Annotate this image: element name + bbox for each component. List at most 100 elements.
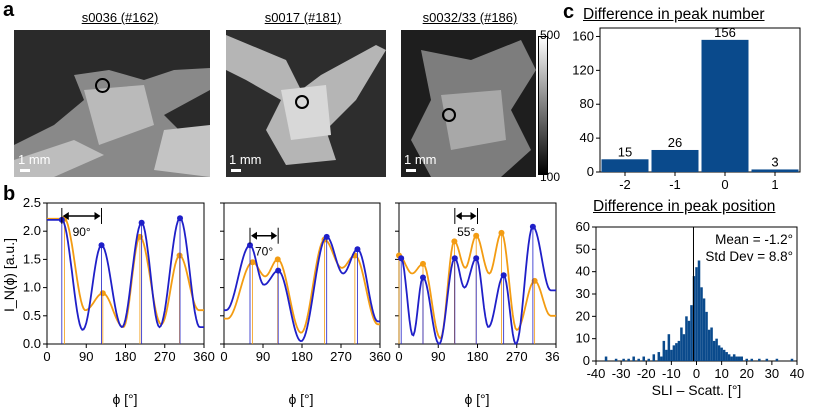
microscopy-image-1: 1 mm (14, 30, 210, 177)
histogram-bar (717, 345, 721, 361)
histogram-bar (727, 354, 731, 361)
y-tick-label: 60 (576, 219, 590, 234)
orange-peak-marker (473, 232, 480, 239)
histogram-bar (750, 358, 754, 361)
histogram-bar (758, 358, 761, 361)
histogram-bar (682, 334, 686, 361)
x-tick-label: 30 (765, 366, 779, 381)
histogram-bar (647, 358, 651, 361)
scale-label-2: 1 mm (229, 152, 262, 167)
histogram-bar (622, 358, 625, 361)
x-tick-label: 10 (714, 366, 728, 381)
image-title-3: s0032/33 (#186) (422, 10, 518, 25)
histogram-bar (705, 311, 708, 361)
histogram-bar (604, 356, 608, 361)
panel-letter-b: b (3, 183, 16, 205)
orange-peak-marker (176, 252, 183, 259)
y-tick-label: 1.5 (23, 251, 41, 266)
y-tick-label: 2.0 (23, 223, 41, 238)
x-tick-label: 0 (693, 366, 700, 381)
y-tick-label: 120 (572, 62, 594, 77)
angle-label: 55° (457, 225, 475, 239)
arrow-head-right (470, 211, 477, 220)
blue-peak-marker (419, 274, 426, 281)
x-tick-label: 360 (545, 349, 560, 364)
y-tick-label: 40 (580, 130, 594, 145)
x-tick-label: 360 (193, 349, 215, 364)
peak-number-chart: 0 40 80 120 160 -2 15 -1 26 0 156 1 3 (572, 25, 801, 192)
y-tick-label: 40 (576, 264, 590, 279)
y-tick-label: 0 (587, 164, 594, 179)
bar-value-label: 26 (668, 135, 682, 150)
scale-label-1: 1 mm (18, 152, 51, 167)
histogram-bar (662, 340, 666, 361)
blue-line (399, 225, 556, 345)
scale-label-3: 1 mm (404, 152, 437, 167)
x-tick-label: -10 (662, 366, 681, 381)
microscopy-image-2: 1 mm (226, 30, 386, 177)
histogram-bar (680, 327, 683, 361)
histogram-bar (765, 358, 769, 361)
orange-peak-marker (249, 259, 256, 266)
x-axis-label-3: ϕ [°] (464, 391, 489, 407)
orange-line (398, 231, 556, 340)
histogram-bar (692, 276, 696, 361)
y-tick-label: 20 (576, 308, 590, 323)
blue-peak-marker (529, 223, 536, 230)
colorbar (538, 36, 548, 175)
blue-peak-marker (275, 267, 282, 274)
histogram-bar (745, 358, 749, 361)
histogram-bar (712, 340, 716, 361)
scale-bar-3 (406, 169, 416, 172)
blue-peak-marker (138, 219, 145, 226)
image-title-2: s0017 (#181) (264, 10, 342, 25)
bar-value-label: 156 (714, 25, 736, 40)
roi-circle-3 (442, 108, 456, 122)
histogram-bar (670, 349, 673, 361)
bar-chart-frame (599, 27, 801, 173)
histogram-bar (637, 358, 640, 361)
histogram-bar (687, 320, 691, 361)
orange-peak-marker (274, 256, 281, 263)
y-tick-label: 50 (576, 241, 590, 256)
y-tick-label: 80 (580, 96, 594, 111)
blue-peak-marker (98, 242, 105, 249)
x-tick-label: 0 (220, 349, 227, 364)
bar-value-label: 3 (771, 154, 778, 169)
histogram-bar (740, 356, 743, 361)
scale-bar-1 (20, 169, 30, 172)
orange-peak-marker (99, 290, 106, 297)
histogram-bar (672, 345, 676, 361)
plot-frame-2 (223, 202, 381, 345)
blue-peak-marker (473, 255, 480, 262)
tissue-shape-1 (14, 68, 210, 177)
bar--1 (651, 149, 699, 172)
arrow-head-right (271, 231, 278, 240)
blue-peak-marker (247, 242, 253, 249)
x-tick-label: 180 (115, 349, 137, 364)
histogram-bar (730, 356, 733, 361)
x-tick-label: 0 (43, 349, 50, 364)
histogram-bar (725, 352, 728, 361)
x-tick-label: 270 (154, 349, 176, 364)
histogram-bar (735, 356, 738, 361)
histogram-bar (710, 327, 713, 361)
bar-0 (701, 39, 749, 172)
arrow-head-left (251, 231, 257, 240)
bar-value-label: 15 (618, 144, 632, 159)
blue-peak-marker (354, 246, 361, 253)
histogram-bar (690, 305, 693, 361)
panel-letter-a: a (3, 0, 15, 21)
tissue-shape-3 (411, 40, 536, 177)
histogram-bar (614, 358, 618, 361)
blue-peak-marker (451, 255, 458, 262)
x-tick-label: 20 (740, 366, 754, 381)
histogram-bar (697, 260, 701, 361)
x-tick-label: 180 (467, 349, 489, 364)
peak-number-title: Difference in peak number (583, 6, 765, 23)
histogram-bar (675, 343, 678, 361)
histogram-bar (790, 358, 794, 361)
histogram-bar (732, 354, 736, 361)
y-tick-label: 160 (572, 28, 594, 43)
orange-peak-marker (498, 229, 505, 236)
